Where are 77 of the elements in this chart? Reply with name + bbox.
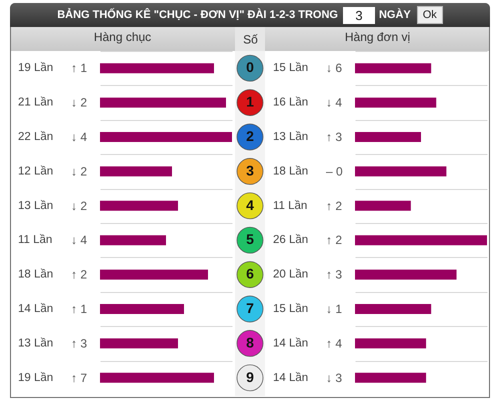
bar: [100, 166, 172, 176]
y-tick-label: 0: [246, 59, 254, 76]
bar: [100, 132, 232, 142]
bar: [355, 200, 411, 211]
y-tick-label: 2: [246, 128, 254, 144]
bar: [355, 166, 446, 176]
text: ↓ 3: [326, 370, 342, 385]
y-tick-label: 3: [246, 162, 254, 178]
text: NGÀY: [378, 9, 411, 21]
bar: [355, 270, 457, 280]
data-label: 14 Lần: [273, 372, 308, 384]
data-label: 11 Lần: [273, 200, 308, 212]
bar: [355, 98, 436, 108]
text: – 0: [326, 164, 344, 178]
data-label: 19 Lần: [18, 372, 54, 384]
data-label: 14 Lần: [18, 303, 54, 315]
y-tick-label: 6: [246, 266, 254, 282]
text: ↓ 1: [326, 302, 342, 316]
text: ↑ 7: [71, 370, 88, 385]
data-label: 13 Lần: [273, 131, 308, 143]
text: BẢNG THỐNG KÊ "CHỤC - ĐƠN VỊ" ĐÀI 1-2-3 TRONG: [57, 9, 338, 21]
text: ↑ 3: [326, 130, 342, 144]
data-label: 20 Lần: [273, 268, 308, 281]
text: ↑ 4: [326, 336, 342, 350]
y-tick-label: 9: [246, 368, 254, 385]
data-label: 19 Lần: [18, 62, 54, 74]
text: ↓ 2: [71, 198, 88, 213]
text: ↑ 1: [71, 302, 88, 316]
bar: [100, 372, 214, 383]
text: ↓ 4: [71, 233, 88, 248]
button: Ok: [416, 6, 443, 24]
y-tick-label: 7: [246, 300, 254, 316]
text: ↓ 2: [71, 164, 88, 178]
text: ↓ 2: [71, 96, 88, 110]
y-tick-label: 4: [246, 196, 254, 213]
data-label: 21 Lần: [18, 96, 54, 109]
bar: [100, 304, 184, 314]
y-tick-label: 8: [246, 334, 254, 350]
text: ↑ 2: [326, 233, 342, 248]
y-tick-label: 5: [246, 231, 254, 248]
bar: [355, 338, 426, 348]
bar: [355, 63, 432, 74]
text: ↑ 2: [71, 268, 88, 282]
text: ↑ 3: [326, 268, 342, 282]
text: ↓ 6: [326, 61, 342, 76]
text: ↓ 4: [326, 96, 342, 110]
text: ↑ 2: [326, 198, 342, 213]
bar: [100, 235, 166, 246]
chart-title: Hàng chục: [94, 30, 152, 44]
data-label: 16 Lần: [273, 96, 308, 109]
data-label: 15 Lần: [273, 62, 308, 74]
y-axis-title: Số: [243, 32, 258, 46]
text: ↓ 4: [71, 130, 88, 144]
data-label: 14 Lần: [273, 337, 308, 350]
y-tick-label: 1: [246, 94, 254, 110]
text: ↑ 3: [71, 336, 88, 350]
bar: [100, 63, 214, 74]
input-field: 3: [342, 6, 375, 24]
data-label: 12 Lần: [18, 165, 54, 178]
bar: [355, 235, 487, 246]
data-label: 18 Lần: [18, 268, 54, 281]
data-label: 15 Lần: [273, 303, 308, 315]
bar: [100, 338, 178, 348]
bar: [355, 304, 432, 314]
data-label: 22 Lần: [18, 131, 54, 143]
data-label: 26 Lần: [273, 234, 308, 246]
bar: [355, 372, 426, 383]
bar: [100, 200, 178, 211]
bar: [100, 270, 208, 280]
bar: [355, 132, 421, 142]
chart-title: Hàng đơn vị: [344, 30, 410, 44]
bar: [100, 98, 226, 108]
data-label: 13 Lần: [18, 337, 54, 350]
data-label: 13 Lần: [18, 200, 54, 212]
text: ↑ 1: [71, 61, 88, 76]
data-label: 18 Lần: [273, 165, 308, 178]
data-label: 11 Lần: [18, 234, 52, 246]
